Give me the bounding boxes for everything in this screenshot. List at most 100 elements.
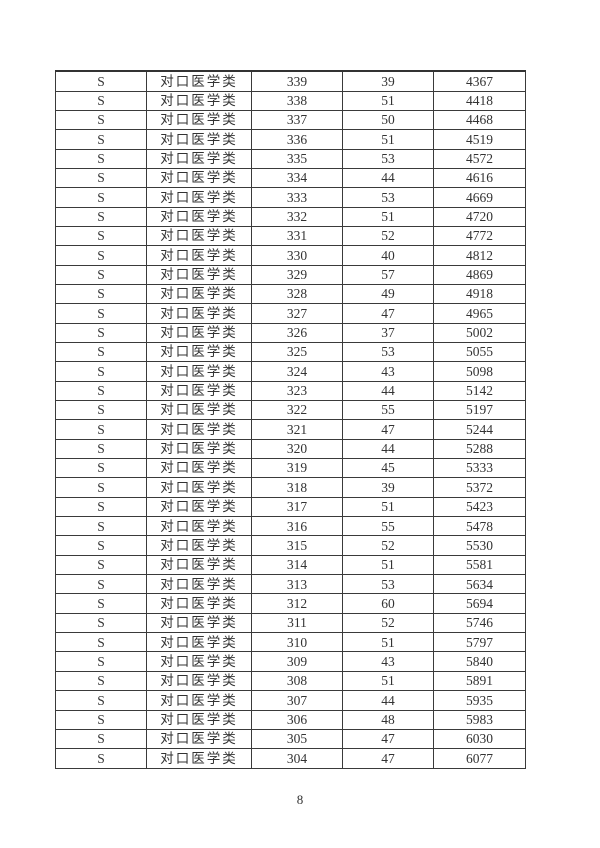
table-cell: 305	[251, 728, 343, 750]
table-cell: S	[55, 574, 147, 595]
table-cell: 52	[342, 225, 434, 247]
table-cell: S	[55, 206, 147, 227]
table-row: S 对口医学类 336 51 4519	[55, 129, 526, 150]
table-cell: 60	[342, 593, 434, 614]
table-cell: 47	[342, 748, 434, 769]
table-cell: 对口医学类	[146, 496, 252, 518]
table-cell: 313	[251, 574, 343, 595]
table-cell: 对口医学类	[146, 380, 252, 402]
table-cell: 53	[342, 148, 434, 169]
table-cell: S	[55, 438, 147, 460]
table-cell: 4572	[433, 148, 526, 169]
table-cell: 51	[342, 496, 434, 518]
table-row: S 对口医学类 324 43 5098	[55, 361, 526, 382]
table-cell: 55	[342, 516, 434, 537]
table-cell: 对口医学类	[146, 554, 252, 576]
table-cell: S	[55, 593, 147, 614]
table-cell: 321	[251, 419, 343, 440]
table-cell: 51	[342, 632, 434, 653]
table-cell: 5197	[433, 400, 526, 421]
table-cell: 306	[251, 709, 343, 730]
table-cell: 314	[251, 554, 343, 576]
table-cell: 5746	[433, 612, 526, 634]
table-cell: 对口医学类	[146, 748, 252, 769]
table-cell: 4772	[433, 225, 526, 247]
table-cell: 327	[251, 303, 343, 324]
table-cell: 5142	[433, 380, 526, 402]
table-cell: 47	[342, 303, 434, 324]
table-cell: S	[55, 477, 147, 498]
table-row: S 对口医学类 329 57 4869	[55, 264, 526, 285]
table-row: S 对口医学类 311 52 5746	[55, 612, 526, 634]
table-cell: 317	[251, 496, 343, 518]
table-cell: 5098	[433, 361, 526, 382]
table-cell: 对口医学类	[146, 651, 252, 672]
table-row: S 对口医学类 317 51 5423	[55, 496, 526, 518]
table-cell: 43	[342, 651, 434, 672]
table-cell: 对口医学类	[146, 535, 252, 556]
table-cell: 328	[251, 283, 343, 305]
table-cell: 322	[251, 400, 343, 421]
table-cell: 5840	[433, 651, 526, 672]
table-cell: S	[55, 225, 147, 247]
table-cell: S	[55, 496, 147, 518]
table-cell: 44	[342, 690, 434, 711]
table-cell: 4669	[433, 187, 526, 208]
table-cell: S	[55, 419, 147, 440]
table-cell: 315	[251, 535, 343, 556]
table-row: S 对口医学类 310 51 5797	[55, 632, 526, 653]
table-cell: S	[55, 458, 147, 479]
table-row: S 对口医学类 304 47 6077	[55, 748, 526, 769]
table-cell: 47	[342, 728, 434, 750]
table-cell: S	[55, 167, 147, 189]
table-cell: 4367	[433, 69, 526, 92]
table-cell: S	[55, 632, 147, 653]
table-cell: S	[55, 245, 147, 266]
table-row: S 对口医学类 330 40 4812	[55, 245, 526, 266]
table-cell: 330	[251, 245, 343, 266]
table-cell: 对口医学类	[146, 109, 252, 131]
table-cell: 4519	[433, 129, 526, 150]
table-cell: 对口医学类	[146, 516, 252, 537]
table-cell: 338	[251, 90, 343, 111]
table-row: S 对口医学类 312 60 5694	[55, 593, 526, 614]
table-cell: S	[55, 90, 147, 111]
table-cell: 4918	[433, 283, 526, 305]
table-cell: 51	[342, 129, 434, 150]
table-cell: 对口医学类	[146, 400, 252, 421]
table-cell: 48	[342, 709, 434, 730]
table-cell: 334	[251, 167, 343, 189]
table-cell: 47	[342, 419, 434, 440]
table-cell: 325	[251, 341, 343, 363]
table-cell: 51	[342, 206, 434, 227]
table-cell: 5581	[433, 554, 526, 576]
table-cell: 5797	[433, 632, 526, 653]
table-cell: 对口医学类	[146, 341, 252, 363]
table-cell: S	[55, 728, 147, 750]
table-cell: 对口医学类	[146, 438, 252, 460]
table-row: S 对口医学类 319 45 5333	[55, 458, 526, 479]
table-row: S 对口医学类 308 51 5891	[55, 670, 526, 692]
table-row: S 对口医学类 309 43 5840	[55, 651, 526, 672]
table-cell: 4616	[433, 167, 526, 189]
table-cell: 对口医学类	[146, 245, 252, 266]
table-cell: 对口医学类	[146, 458, 252, 479]
table-cell: 308	[251, 670, 343, 692]
table-cell: 53	[342, 187, 434, 208]
table-cell: 326	[251, 322, 343, 343]
table-cell: 339	[251, 69, 343, 92]
table-cell: 5983	[433, 709, 526, 730]
table-cell: S	[55, 709, 147, 730]
table-row: S 对口医学类 325 53 5055	[55, 341, 526, 363]
table-cell: 5423	[433, 496, 526, 518]
table-cell: S	[55, 264, 147, 285]
table-cell: 39	[342, 477, 434, 498]
table-row: S 对口医学类 327 47 4965	[55, 303, 526, 324]
table-cell: 332	[251, 206, 343, 227]
table-cell: S	[55, 341, 147, 363]
table-cell: 对口医学类	[146, 728, 252, 750]
table-cell: S	[55, 109, 147, 131]
score-table: S 对口医学类 339 39 4367 S 对口医学类 338 51 4418 S 对口医学类 337 5…	[55, 69, 526, 769]
table-row: S 对口医学类 316 55 5478	[55, 516, 526, 537]
